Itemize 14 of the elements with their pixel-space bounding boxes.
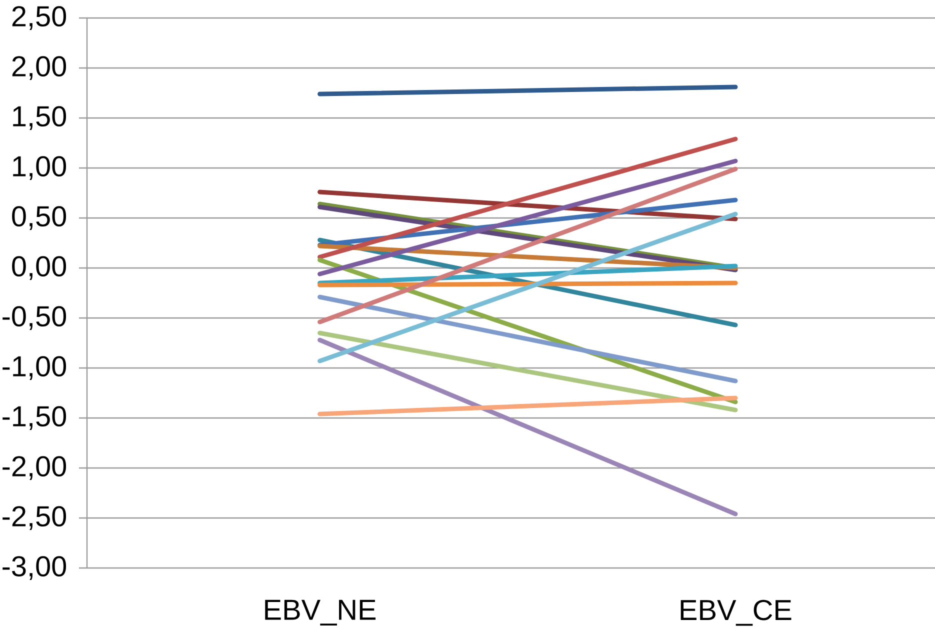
y-tick-label: 2,50 (12, 6, 66, 30)
y-tick-label: -3,00 (2, 556, 66, 580)
x-tick-label: EBV_NE (265, 600, 376, 626)
y-tick-label: -2,50 (2, 506, 66, 530)
y-tick-label: -2,00 (2, 456, 66, 480)
y-tick-label: -1,50 (2, 406, 66, 430)
y-tick-label: 1,00 (13, 156, 66, 180)
y-tick-label: 0,50 (12, 206, 66, 230)
y-tick-label: -1,00 (2, 356, 66, 380)
y-tick-label: 0,00 (12, 256, 66, 280)
y-tick-label: 2,00 (12, 56, 66, 80)
y-tick-label: -0,50 (2, 306, 66, 330)
y-tick-label: 1,50 (13, 106, 66, 130)
x-tick-label: EBV_CE (680, 600, 792, 626)
